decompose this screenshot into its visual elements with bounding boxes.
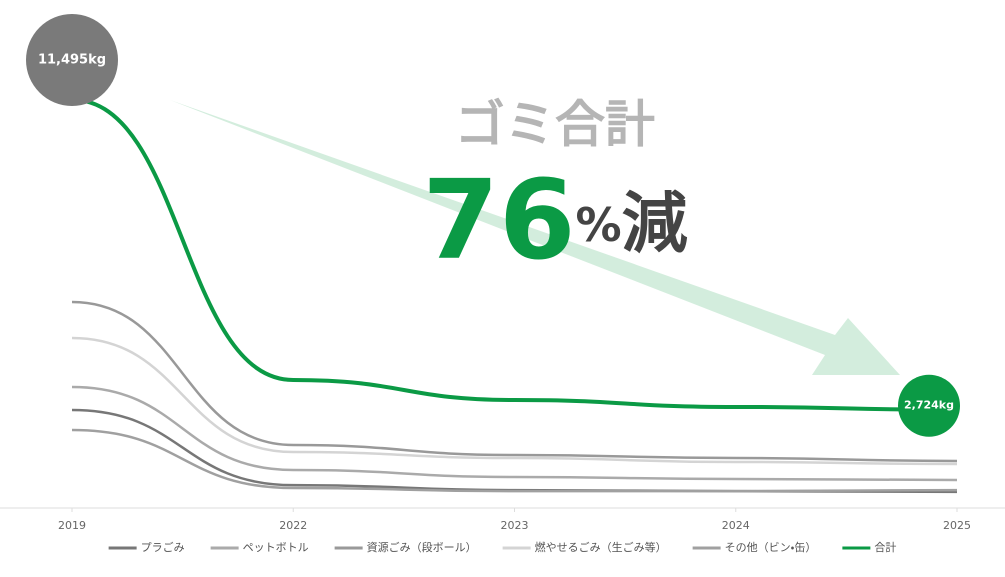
headline: ゴミ合計 (455, 96, 655, 154)
legend: プラごみ ペットボトル 資源ごみ（段ボール） 燃やせるごみ（生ごみ等） その他（ビン・缶… (108, 540, 896, 554)
series-line (71, 300, 958, 463)
x-tick-label: 2019 (58, 519, 86, 532)
data-label: 2,724kg (904, 399, 954, 412)
legend-label: 燃やせるごみ（生ごみ等） (535, 540, 667, 554)
series-line (71, 428, 958, 493)
legend-label: 合計 (874, 540, 896, 554)
trend-arrow (170, 100, 900, 375)
legend-label: ペットボトル (243, 541, 309, 554)
reduction-suffix: 減 (622, 185, 688, 262)
legend-label: プラごみ (141, 540, 185, 554)
reduction-number: 76 (422, 156, 575, 284)
legend-label: 資源ごみ（段ボール） (367, 540, 477, 554)
series-line (71, 336, 958, 466)
x-tick-label: 2023 (501, 519, 529, 532)
value-bubble (898, 374, 960, 437)
x-tick-label: 2022 (279, 519, 307, 532)
reduction: 76%減 (422, 156, 687, 284)
data-label: 11,495kg (38, 53, 106, 68)
series-line (71, 97, 958, 412)
series-line (71, 385, 958, 482)
legend-label: その他（ビン・缶） (725, 540, 817, 554)
x-tick-label: 2024 (722, 519, 750, 532)
value-bubble (26, 14, 118, 106)
x-tick-label: 2025 (943, 519, 971, 532)
reduction-unit: % (575, 198, 621, 252)
